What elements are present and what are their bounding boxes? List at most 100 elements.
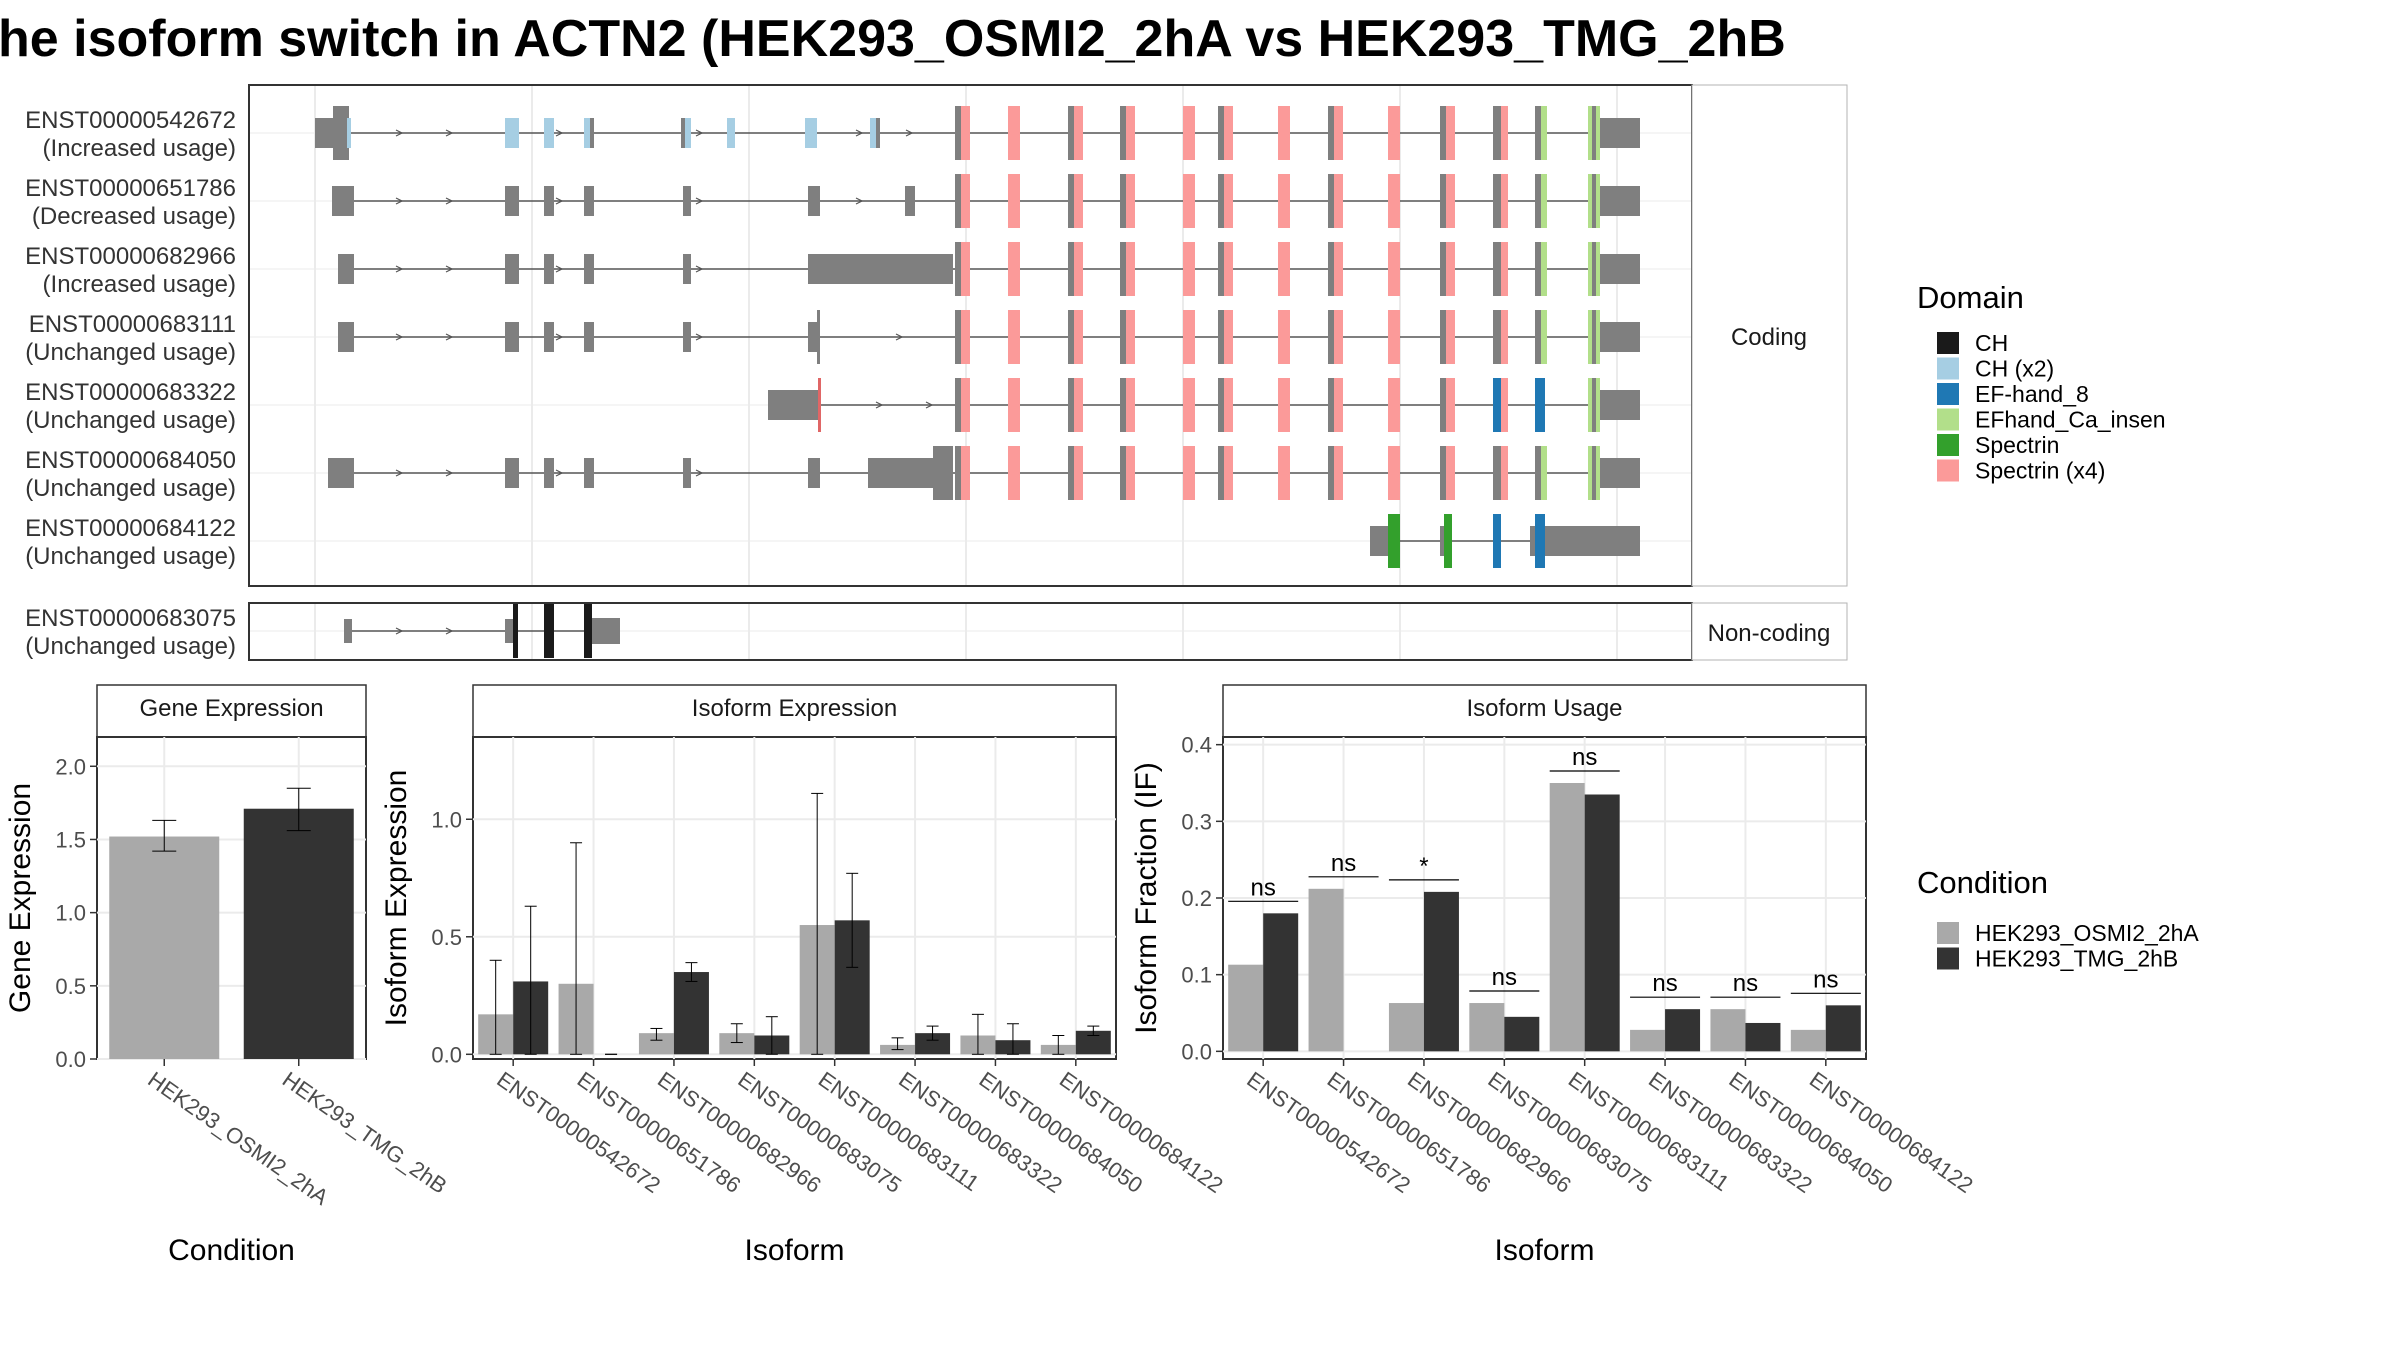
data-bar bbox=[1228, 964, 1264, 1052]
figure-title: he isoform switch in ACTN2 (HEK293_OSMI2… bbox=[0, 10, 1786, 68]
exon-block bbox=[1440, 526, 1444, 556]
domain-ch-x2-block bbox=[584, 118, 592, 148]
exon-block bbox=[955, 310, 961, 364]
exon-block bbox=[584, 322, 594, 352]
strand-arrow-icon bbox=[395, 627, 404, 635]
significance-label: * bbox=[1419, 853, 1428, 880]
domain-ch-x2-block bbox=[347, 118, 351, 148]
strand-arrow-icon bbox=[855, 129, 864, 137]
strand-arrow-icon bbox=[555, 197, 564, 205]
exon-block bbox=[683, 186, 691, 216]
transcript-models bbox=[315, 106, 1640, 658]
exon-block bbox=[1328, 446, 1334, 500]
exon-block bbox=[592, 618, 620, 644]
exon-block bbox=[1068, 310, 1074, 364]
exon-block bbox=[1545, 526, 1640, 556]
exon-block bbox=[1068, 378, 1074, 432]
exon-block bbox=[955, 106, 961, 160]
exon-block bbox=[1218, 106, 1224, 160]
x-axis-title: Condition bbox=[168, 1234, 295, 1267]
exon-block bbox=[955, 446, 961, 500]
domain-legend-label: CH (x2) bbox=[1975, 356, 2054, 382]
data-bar bbox=[1423, 891, 1459, 1052]
condition-legend-swatch bbox=[1937, 947, 1959, 970]
exon-block bbox=[344, 619, 352, 643]
exon-block bbox=[590, 118, 594, 148]
strand-arrow-icon bbox=[395, 197, 404, 205]
data-bar bbox=[1549, 783, 1585, 1052]
domain-ch-x2-block bbox=[683, 118, 691, 148]
x-axis-title: Isoform bbox=[744, 1234, 844, 1267]
coding-strip bbox=[1691, 84, 1848, 587]
exon-block bbox=[1120, 310, 1126, 364]
domain-spectrin-x4-block bbox=[1183, 174, 1195, 228]
exon-block bbox=[933, 446, 953, 500]
domain-spectrin-x4-block bbox=[1278, 106, 1290, 160]
exon-block bbox=[544, 322, 554, 352]
domain-spectrin-x4-block bbox=[1183, 106, 1195, 160]
domain-spectrin-x4-block bbox=[1008, 310, 1020, 364]
condition-legend-label: HEK293_TMG_2hB bbox=[1975, 946, 2178, 972]
exon-block bbox=[505, 619, 513, 643]
significance-label: ns bbox=[1251, 874, 1276, 901]
exon-block bbox=[1068, 446, 1074, 500]
y-axis-title: Isoform Expression bbox=[380, 770, 413, 1027]
strand-arrow-icon bbox=[695, 333, 704, 341]
exon-block bbox=[1535, 174, 1541, 228]
exon-block bbox=[1328, 106, 1334, 160]
domain-spectrin-x4-block bbox=[1183, 446, 1195, 500]
transcript-id-label: ENST00000683111 bbox=[29, 311, 236, 338]
strand-arrow-icon bbox=[445, 333, 454, 341]
exon-block bbox=[333, 106, 349, 160]
domain-spectrin-x4-block bbox=[1388, 174, 1400, 228]
panel-title: Isoform Expression bbox=[692, 695, 897, 722]
transcript-id-label: ENST00000683322 bbox=[25, 379, 236, 406]
exon-block bbox=[505, 186, 519, 216]
exon-block bbox=[1600, 118, 1640, 148]
exon-block bbox=[955, 174, 961, 228]
transcript-usage-label: (Unchanged usage) bbox=[25, 475, 236, 502]
y-tick-label: 0.3 bbox=[1181, 809, 1212, 834]
domain-legend-label: EF-hand_8 bbox=[1975, 381, 2089, 407]
transcript-structure-panel: Coding Non-coding ENST00000542672(Increa… bbox=[25, 84, 1848, 661]
exon-block bbox=[868, 458, 933, 488]
exon-block bbox=[1592, 106, 1596, 160]
domain-spectrin-x4-block bbox=[1183, 310, 1195, 364]
exon-block bbox=[1068, 242, 1074, 296]
strand-arrow-icon bbox=[445, 129, 454, 137]
exon-block bbox=[876, 118, 880, 148]
strand-arrow-icon bbox=[855, 197, 864, 205]
exon-block bbox=[1600, 186, 1640, 216]
exon-block bbox=[1493, 310, 1501, 364]
exon-block bbox=[328, 458, 354, 488]
domain-spectrin-x4-block bbox=[1388, 106, 1400, 160]
exon-block bbox=[905, 186, 915, 216]
exon-block bbox=[1218, 378, 1224, 432]
transcript-usage-label: (Decreased usage) bbox=[32, 203, 236, 230]
exon-block bbox=[955, 378, 961, 432]
y-tick-label: 0.5 bbox=[431, 925, 462, 950]
transcript-usage-label: (Unchanged usage) bbox=[25, 407, 236, 434]
exon-block bbox=[544, 186, 554, 216]
exon-block bbox=[1068, 174, 1074, 228]
exon-block bbox=[1535, 242, 1541, 296]
domain-ch-block bbox=[584, 604, 592, 658]
exon-block bbox=[955, 242, 961, 296]
significance-label: ns bbox=[1652, 970, 1677, 997]
transcript-id-label: ENST00000684050 bbox=[25, 447, 236, 474]
domain-ch-x2-block bbox=[544, 118, 554, 148]
exon-block bbox=[1218, 310, 1224, 364]
data-bar bbox=[1075, 1030, 1111, 1055]
transcript-usage-label: (Unchanged usage) bbox=[25, 543, 236, 570]
transcript-usage-label: (Increased usage) bbox=[43, 135, 236, 162]
exon-block bbox=[544, 458, 554, 488]
exon-block bbox=[1493, 174, 1501, 228]
exon-block bbox=[1218, 446, 1224, 500]
domain-legend-title: Domain bbox=[1917, 280, 2024, 315]
data-bar bbox=[1584, 794, 1620, 1052]
exon-block bbox=[1120, 106, 1126, 160]
transcript-usage-label: (Increased usage) bbox=[43, 271, 236, 298]
data-bar bbox=[719, 1033, 755, 1055]
exon-block bbox=[1530, 526, 1535, 556]
